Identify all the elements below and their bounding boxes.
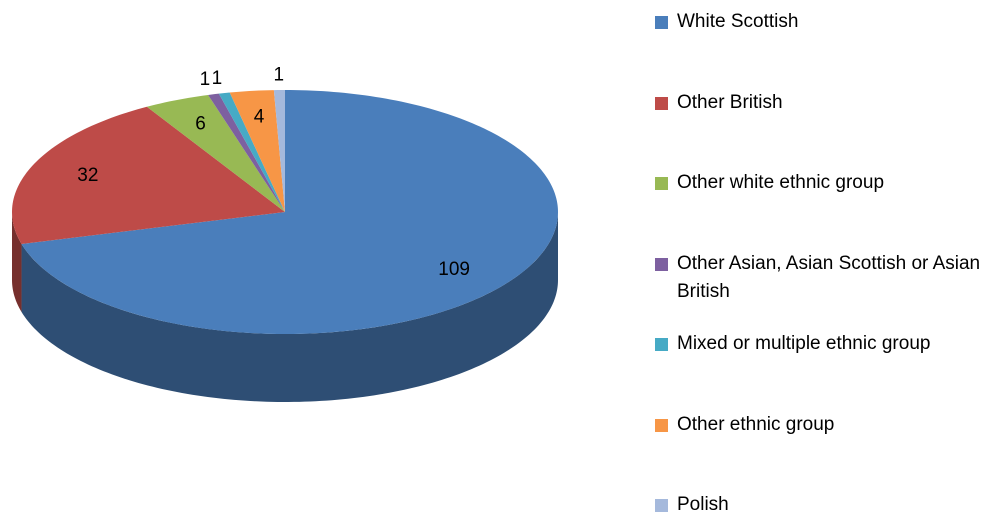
legend-swatch [655, 96, 668, 110]
legend-swatch [655, 418, 668, 432]
legend-swatch [655, 257, 668, 271]
legend-swatch [655, 16, 668, 29]
data-label: 1 [212, 68, 223, 89]
pie-slice [12, 106, 285, 244]
pie-slice [21, 90, 558, 334]
data-label: 6 [195, 114, 206, 135]
legend-label: Other white ethnic group [677, 172, 885, 193]
legend-item: Other ethnic group [655, 411, 995, 439]
legend-swatch [655, 338, 668, 351]
legend-swatch [655, 177, 668, 190]
pie-slice [273, 90, 285, 212]
legend-swatch [655, 499, 668, 512]
data-label: 1 [273, 64, 284, 85]
legend-item: Other British [655, 89, 995, 117]
legend-item: Mixed or multiple ethnic group [655, 330, 995, 358]
pie-tops [12, 90, 558, 334]
pie-slice [218, 92, 285, 212]
legend-item: Other white ethnic group [655, 169, 995, 197]
legend-label: Mixed or multiple ethnic group [677, 333, 931, 354]
pie-slice [208, 93, 285, 212]
legend-item: Other Asian, Asian Scottish or Asian Bri… [655, 250, 995, 306]
legend-label: Other British [677, 91, 783, 113]
pie-slice [229, 90, 285, 212]
data-label: 4 [254, 107, 265, 128]
data-label: 32 [77, 165, 98, 186]
legend-label: White Scottish [677, 11, 799, 32]
legend-label: Other Asian, Asian Scottish or Asian Bri… [677, 252, 981, 302]
pie-slice-side [21, 212, 559, 402]
data-label: 109 [438, 259, 470, 280]
legend-item: White Scottish [655, 8, 995, 36]
pie-slice [146, 94, 285, 212]
data-label: 1 [200, 69, 211, 90]
pie-sides [12, 212, 559, 402]
legend-label: Other ethnic group [677, 413, 835, 435]
legend-label: Polish [677, 494, 729, 514]
pie-slice-side [12, 212, 22, 312]
legend-item: Polish [655, 491, 995, 514]
